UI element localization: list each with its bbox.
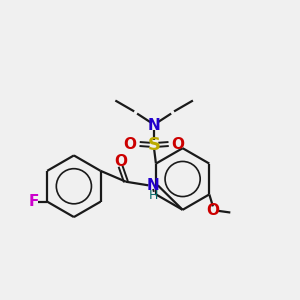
Text: N: N bbox=[148, 118, 161, 134]
Text: O: O bbox=[114, 154, 127, 169]
Text: O: O bbox=[124, 136, 137, 152]
Text: H: H bbox=[149, 189, 158, 202]
Text: N: N bbox=[147, 178, 160, 193]
Text: O: O bbox=[172, 136, 184, 152]
Text: F: F bbox=[28, 194, 39, 209]
Text: S: S bbox=[148, 136, 160, 154]
Text: O: O bbox=[206, 203, 219, 218]
